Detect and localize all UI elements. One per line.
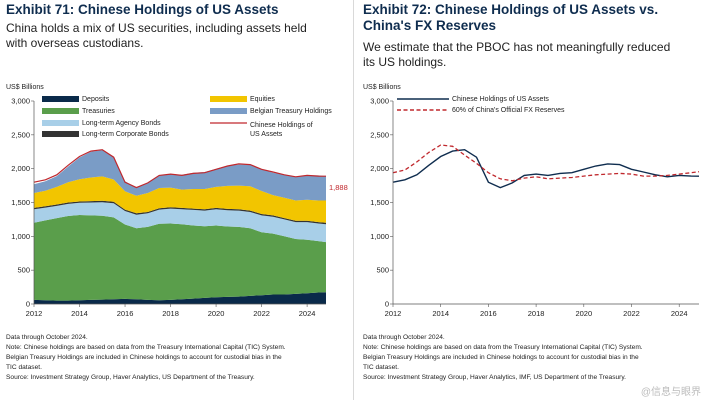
area-equities: [34, 176, 326, 223]
left-title: Exhibit 71: Chinese Holdings of US Asset…: [6, 2, 279, 17]
left-y-tick-label: 1,500: [11, 198, 30, 207]
right-x-tick-label: 2018: [528, 309, 545, 318]
right-y-tick-label: 2,000: [370, 164, 389, 173]
right-subtitle-line-2: its US holdings.: [363, 55, 447, 69]
legend-label: Treasuries: [82, 108, 115, 115]
right-note-line: Data through October 2024.: [363, 334, 445, 341]
right-unit-label: US$ Billions: [363, 84, 401, 91]
left-x-tick-label: 2024: [299, 309, 316, 318]
left-x-tick-label: 2012: [26, 309, 43, 318]
right-subtitle-line-1: We estimate that the PBOC has not meanin…: [363, 40, 671, 54]
right-y-tick-label: 1,500: [370, 198, 389, 207]
watermark: @信息与眼界: [640, 387, 701, 398]
total-holdings-line: [33, 149, 327, 189]
right-note-line: TIC dataset.: [363, 364, 399, 371]
right-x-tick-label: 2014: [432, 309, 449, 318]
right-y-tick-label: 2,500: [370, 130, 389, 139]
right-notes: Data through October 2024. Note: Chinese…: [363, 333, 703, 383]
legend-label: 60% of China's Official FX Reserves: [452, 107, 565, 114]
left-note-line: Source: Investment Strategy Group, Haver…: [6, 374, 255, 381]
legend-label: US Assets: [250, 131, 283, 138]
legend-swatch: [42, 120, 79, 126]
panel-divider: [353, 0, 354, 400]
left-x-tick-label: 2014: [71, 309, 88, 318]
left-y-tick-label: 2,500: [11, 130, 30, 139]
legend-label: Equities: [250, 96, 275, 103]
right-x-tick-label: 2024: [671, 309, 688, 318]
right-note-line: Source: Investment Strategy Group, Haver…: [363, 374, 627, 381]
legend-label: Chinese Holdings of US Assets: [452, 96, 549, 103]
left-chart-svg: 0 500 1,000 1,500 2,000 2,500 3,000 2012 2014 201…: [11, 96, 348, 318]
legend-label: Deposits: [82, 96, 110, 103]
left-note-line: Data through October 2024.: [6, 334, 88, 341]
legend-label: Long-term Corporate Bonds: [82, 131, 169, 138]
right-y-tick-label: 500: [376, 266, 389, 275]
series-line-chinese-holdings-of-us-assets: [392, 148, 700, 189]
legend-swatch: [42, 108, 79, 114]
right-note-line: Note: Chinese holdings are based on data…: [363, 344, 643, 351]
right-chart-svg: 0 500 1,000 1,500 2,000 2,500 3,000 2012 2014 201…: [370, 96, 700, 318]
right-note-line: Belgian Treasury Holdings are included i…: [363, 354, 639, 361]
legend-swatch: [42, 131, 79, 137]
legend-label: Long-term Agency Bonds: [82, 120, 161, 127]
left-panel: Exhibit 71: Chinese Holdings of US Asset…: [0, 0, 354, 400]
left-x-tick-label: 2022: [253, 309, 270, 318]
right-panel: Exhibit 72: Chinese Holdings of US Asset…: [357, 0, 709, 400]
area-deposits: [34, 292, 326, 304]
left-note-line: Belgian Treasury Holdings are included i…: [6, 354, 282, 361]
left-x-tick-label: 2020: [208, 309, 225, 318]
left-unit-label: US$ Billions: [6, 84, 44, 91]
left-y-tick-label: 3,000: [11, 97, 30, 106]
left-y-tick-label: 0: [26, 300, 30, 309]
legend-swatch: [210, 108, 247, 114]
right-y-tick-label: 3,000: [370, 97, 389, 106]
left-note-line: TIC dataset.: [6, 364, 42, 371]
right-x-tick-label: 2012: [385, 309, 402, 318]
right-x-tick-label: 2020: [575, 309, 592, 318]
right-y-tick-label: 0: [385, 300, 389, 309]
left-x-tick-label: 2016: [117, 309, 134, 318]
left-y-tick-label: 500: [17, 266, 30, 275]
right-y-tick-label: 1,000: [370, 232, 389, 241]
right-title-line-1: Exhibit 72: Chinese Holdings of US Asset…: [363, 2, 659, 17]
left-note-line: Note: Chinese holdings are based on data…: [6, 344, 286, 351]
area-long-term-agency-bonds: [34, 202, 326, 243]
right-x-tick-label: 2022: [623, 309, 640, 318]
left-subtitle-line-1: China holds a mix of US securities, incl…: [6, 21, 307, 35]
area-treasuries: [34, 215, 326, 301]
legend-swatch: [210, 96, 247, 102]
series-line-60-of-china-s-official-fx-reserves: [392, 144, 700, 182]
right-x-tick-label: 2016: [480, 309, 497, 318]
last-value-annotation: 1,888: [329, 183, 348, 192]
left-notes: Data through October 2024. Note: Chinese…: [6, 333, 346, 383]
legend-label: Chinese Holdings of: [250, 122, 313, 129]
left-x-tick-label: 2018: [162, 309, 179, 318]
area-long-term-corporate-bonds: [34, 200, 326, 225]
right-title-line-2: China's FX Reserves: [363, 18, 497, 33]
legend-label: Belgian Treasury Holdings: [250, 108, 332, 115]
legend-swatch: [42, 96, 79, 102]
left-y-tick-label: 1,000: [11, 232, 30, 241]
left-subtitle-line-2: with overseas custodians.: [6, 36, 144, 50]
left-y-tick-label: 2,000: [11, 164, 30, 173]
